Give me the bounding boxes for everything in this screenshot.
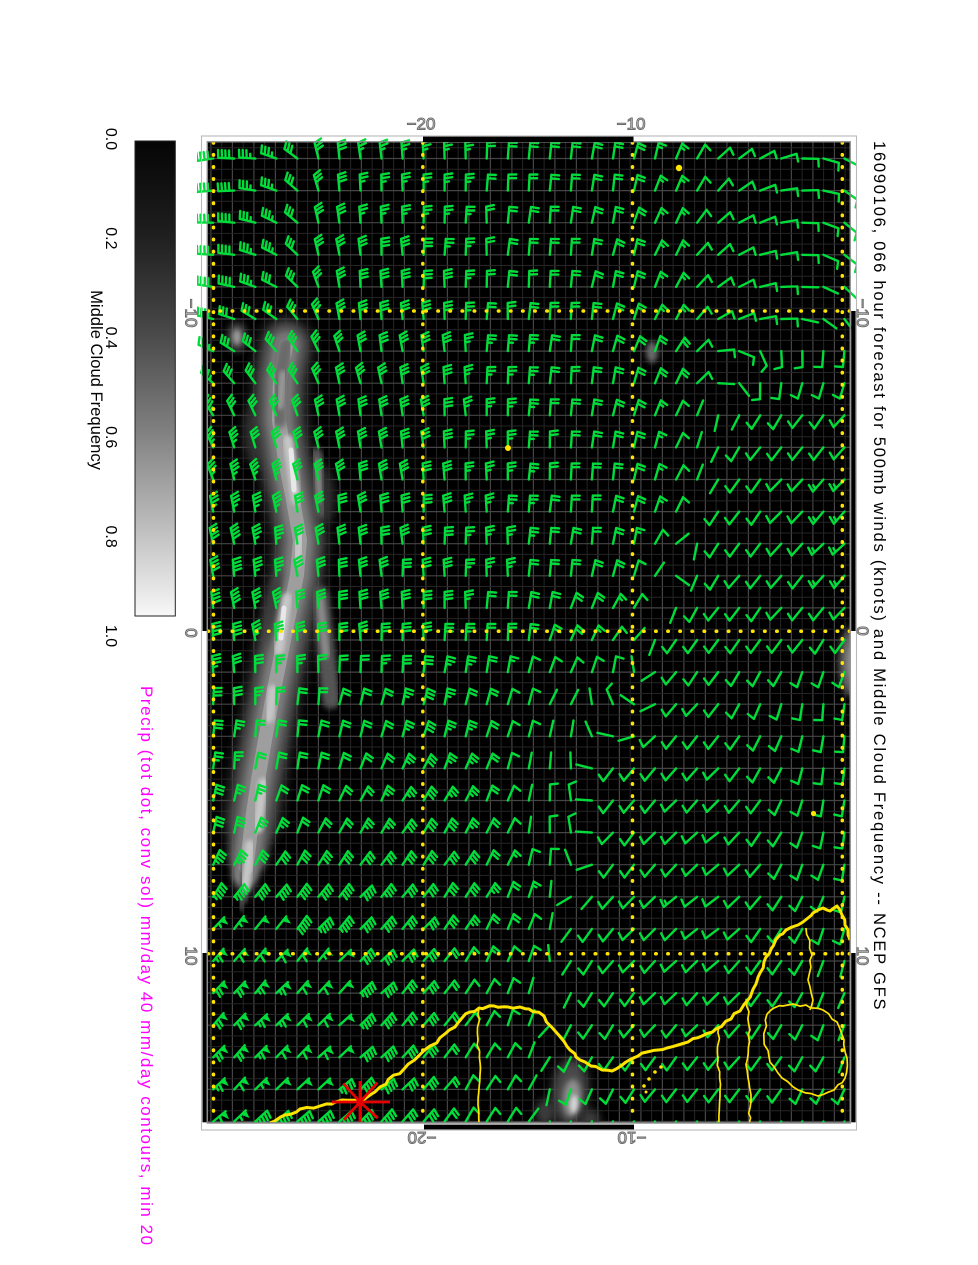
svg-text:−10: −10 <box>618 1128 647 1147</box>
svg-text:0: 0 <box>853 626 872 635</box>
svg-text:−10: −10 <box>853 299 872 328</box>
svg-text:−10: −10 <box>617 115 646 134</box>
svg-text:Middle Cloud Frequency: Middle Cloud Frequency <box>87 290 106 471</box>
svg-text:Precip (tot dot, conv sol) mm/: Precip (tot dot, conv sol) mm/day 40 mm/… <box>137 686 156 1247</box>
svg-text:0.2: 0.2 <box>102 227 119 249</box>
svg-text:−10: −10 <box>182 299 201 328</box>
svg-text:0.8: 0.8 <box>102 525 119 547</box>
svg-text:0: 0 <box>182 628 201 637</box>
svg-text:1.0: 1.0 <box>102 625 119 647</box>
svg-text:−20: −20 <box>408 1128 437 1147</box>
svg-text:0.0: 0.0 <box>102 128 119 150</box>
svg-text:0.6: 0.6 <box>102 426 119 448</box>
svg-text:0.4: 0.4 <box>102 327 119 349</box>
svg-text:10: 10 <box>182 947 201 966</box>
svg-text:10: 10 <box>853 947 872 966</box>
svg-text:−20: −20 <box>407 115 436 134</box>
svg-text:16090106, 066 hour forecast fo: 16090106, 066 hour forecast for 500mb wi… <box>870 141 889 1011</box>
